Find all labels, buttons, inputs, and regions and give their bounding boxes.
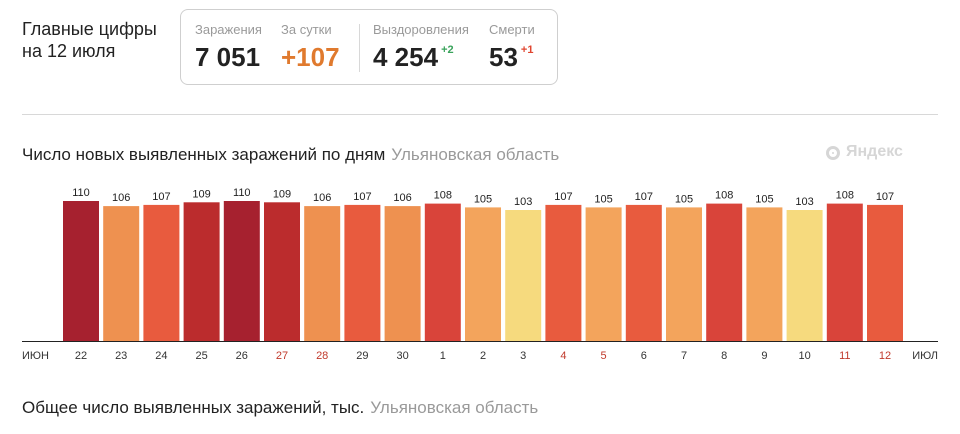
bar-6 <box>625 204 662 341</box>
bar-4 <box>545 204 582 341</box>
infections-label: Заражения <box>195 22 262 37</box>
stat-daily: За сутки +107 <box>281 22 340 73</box>
daily-value: +107 <box>281 42 340 72</box>
page-headline: Главные цифры на 12 июля <box>22 18 157 62</box>
bottom-region: Ульяновская область <box>370 398 539 417</box>
bar-value-label: 107 <box>152 191 170 203</box>
infections-value: 7 051 <box>195 42 261 72</box>
x-tick-label: 5 <box>601 350 607 362</box>
stats-separator <box>359 24 360 72</box>
x-tick-label: 26 <box>236 350 248 362</box>
x-tick-label: 8 <box>721 350 727 362</box>
bar-value-label: 109 <box>192 188 210 200</box>
x-tick-label: 27 <box>276 350 288 362</box>
x-tick-label: 28 <box>316 350 328 362</box>
bar-28 <box>304 206 341 341</box>
bar-value-label: 109 <box>273 188 291 200</box>
bar-27 <box>264 202 300 341</box>
bar-5 <box>585 207 622 341</box>
deaths-delta: +1 <box>520 44 534 56</box>
stat-recovered: Выздоровления 4 254 +2 <box>373 22 469 73</box>
chart-title: Число новых выявленных заражений по дням… <box>22 145 559 165</box>
x-tick-label: 3 <box>520 350 526 362</box>
stat-infections: Заражения 7 051 <box>195 22 262 73</box>
daily-infections-chart: 1102210623107241092511026109271062810729… <box>22 187 938 362</box>
x-tick-label: 22 <box>75 350 87 362</box>
bar-value-label: 107 <box>554 191 572 203</box>
bar-23 <box>103 206 140 341</box>
bar-value-label: 105 <box>594 193 612 205</box>
bar-value-label: 106 <box>393 192 411 204</box>
recovered-delta: +2 <box>441 44 454 56</box>
bar-9 <box>746 207 783 341</box>
bar-30 <box>384 206 421 341</box>
daily-label: За сутки <box>281 22 332 37</box>
bar-22 <box>63 201 99 341</box>
x-tick-label: 23 <box>115 350 127 362</box>
bar-value-label: 108 <box>715 190 733 202</box>
bar-1 <box>424 203 461 341</box>
stats-panel: Заражения 7 051 За сутки +107 Выздоровле… <box>180 9 558 85</box>
x-tick-label: 29 <box>356 350 368 362</box>
bar-value-label: 105 <box>675 193 693 205</box>
bar-value-label: 105 <box>755 193 773 205</box>
bar-value-label: 107 <box>876 191 894 203</box>
deaths-value: 53 <box>489 42 518 72</box>
x-axis-start-month: ИЮН <box>22 350 49 362</box>
stat-deaths: Смерти 53 +1 <box>489 22 535 73</box>
bar-25 <box>183 202 220 341</box>
bottom-title-text: Общее число выявленных заражений, тыс. <box>22 398 365 417</box>
bar-12 <box>867 204 903 341</box>
headline-line-2: на 12 июля <box>22 41 116 61</box>
chart-region: Ульяновская область <box>391 145 560 164</box>
x-tick-label: 10 <box>798 350 810 362</box>
x-tick-label: 4 <box>560 350 566 362</box>
x-tick-label: 1 <box>440 350 446 362</box>
bar-value-label: 103 <box>514 196 532 208</box>
bar-3 <box>505 210 542 341</box>
yandex-eye-icon <box>826 146 840 160</box>
headline-line-1: Главные цифры <box>22 19 157 39</box>
bar-24 <box>143 204 180 341</box>
bar-value-label: 107 <box>353 191 371 203</box>
x-tick-label: 24 <box>155 350 167 362</box>
bar-2 <box>465 207 501 341</box>
x-tick-label: 9 <box>761 350 767 362</box>
bar-value-label: 103 <box>795 196 813 208</box>
yandex-logo-text: Яндекс <box>846 143 903 160</box>
bar-11 <box>826 203 863 341</box>
bar-value-label: 105 <box>474 193 492 205</box>
x-tick-label: 7 <box>681 350 687 362</box>
x-tick-label: 6 <box>641 350 647 362</box>
x-tick-label: 12 <box>879 350 891 362</box>
chart-title-text: Число новых выявленных заражений по дням <box>22 145 386 164</box>
bar-7 <box>666 207 702 341</box>
bar-value-label: 106 <box>313 192 331 204</box>
bar-value-label: 106 <box>112 192 130 204</box>
bar-8 <box>706 203 743 341</box>
recovered-value-row: 4 254 +2 <box>373 42 469 73</box>
x-tick-label: 25 <box>195 350 207 362</box>
deaths-value-row: 53 +1 <box>489 42 535 73</box>
x-axis-end-month: ИЮЛ <box>912 350 938 362</box>
x-tick-label: 30 <box>396 350 408 362</box>
bar-value-label: 110 <box>72 187 90 199</box>
yandex-logo: Яндекс <box>826 143 903 161</box>
bottom-section-title: Общее число выявленных заражений, тыс. Ул… <box>22 398 538 418</box>
deaths-label: Смерти <box>489 22 535 37</box>
recovered-value: 4 254 <box>373 42 439 72</box>
x-tick-label: 11 <box>839 350 850 362</box>
bar-29 <box>344 204 381 341</box>
x-tick-label: 2 <box>480 350 486 362</box>
bar-value-label: 108 <box>434 190 452 202</box>
bar-value-label: 110 <box>233 187 251 199</box>
recovered-label: Выздоровления <box>373 22 469 37</box>
section-divider <box>22 114 938 115</box>
bar-value-label: 108 <box>836 190 854 202</box>
bar-10 <box>786 210 823 341</box>
bar-value-label: 107 <box>635 191 653 203</box>
bar-26 <box>223 201 260 341</box>
